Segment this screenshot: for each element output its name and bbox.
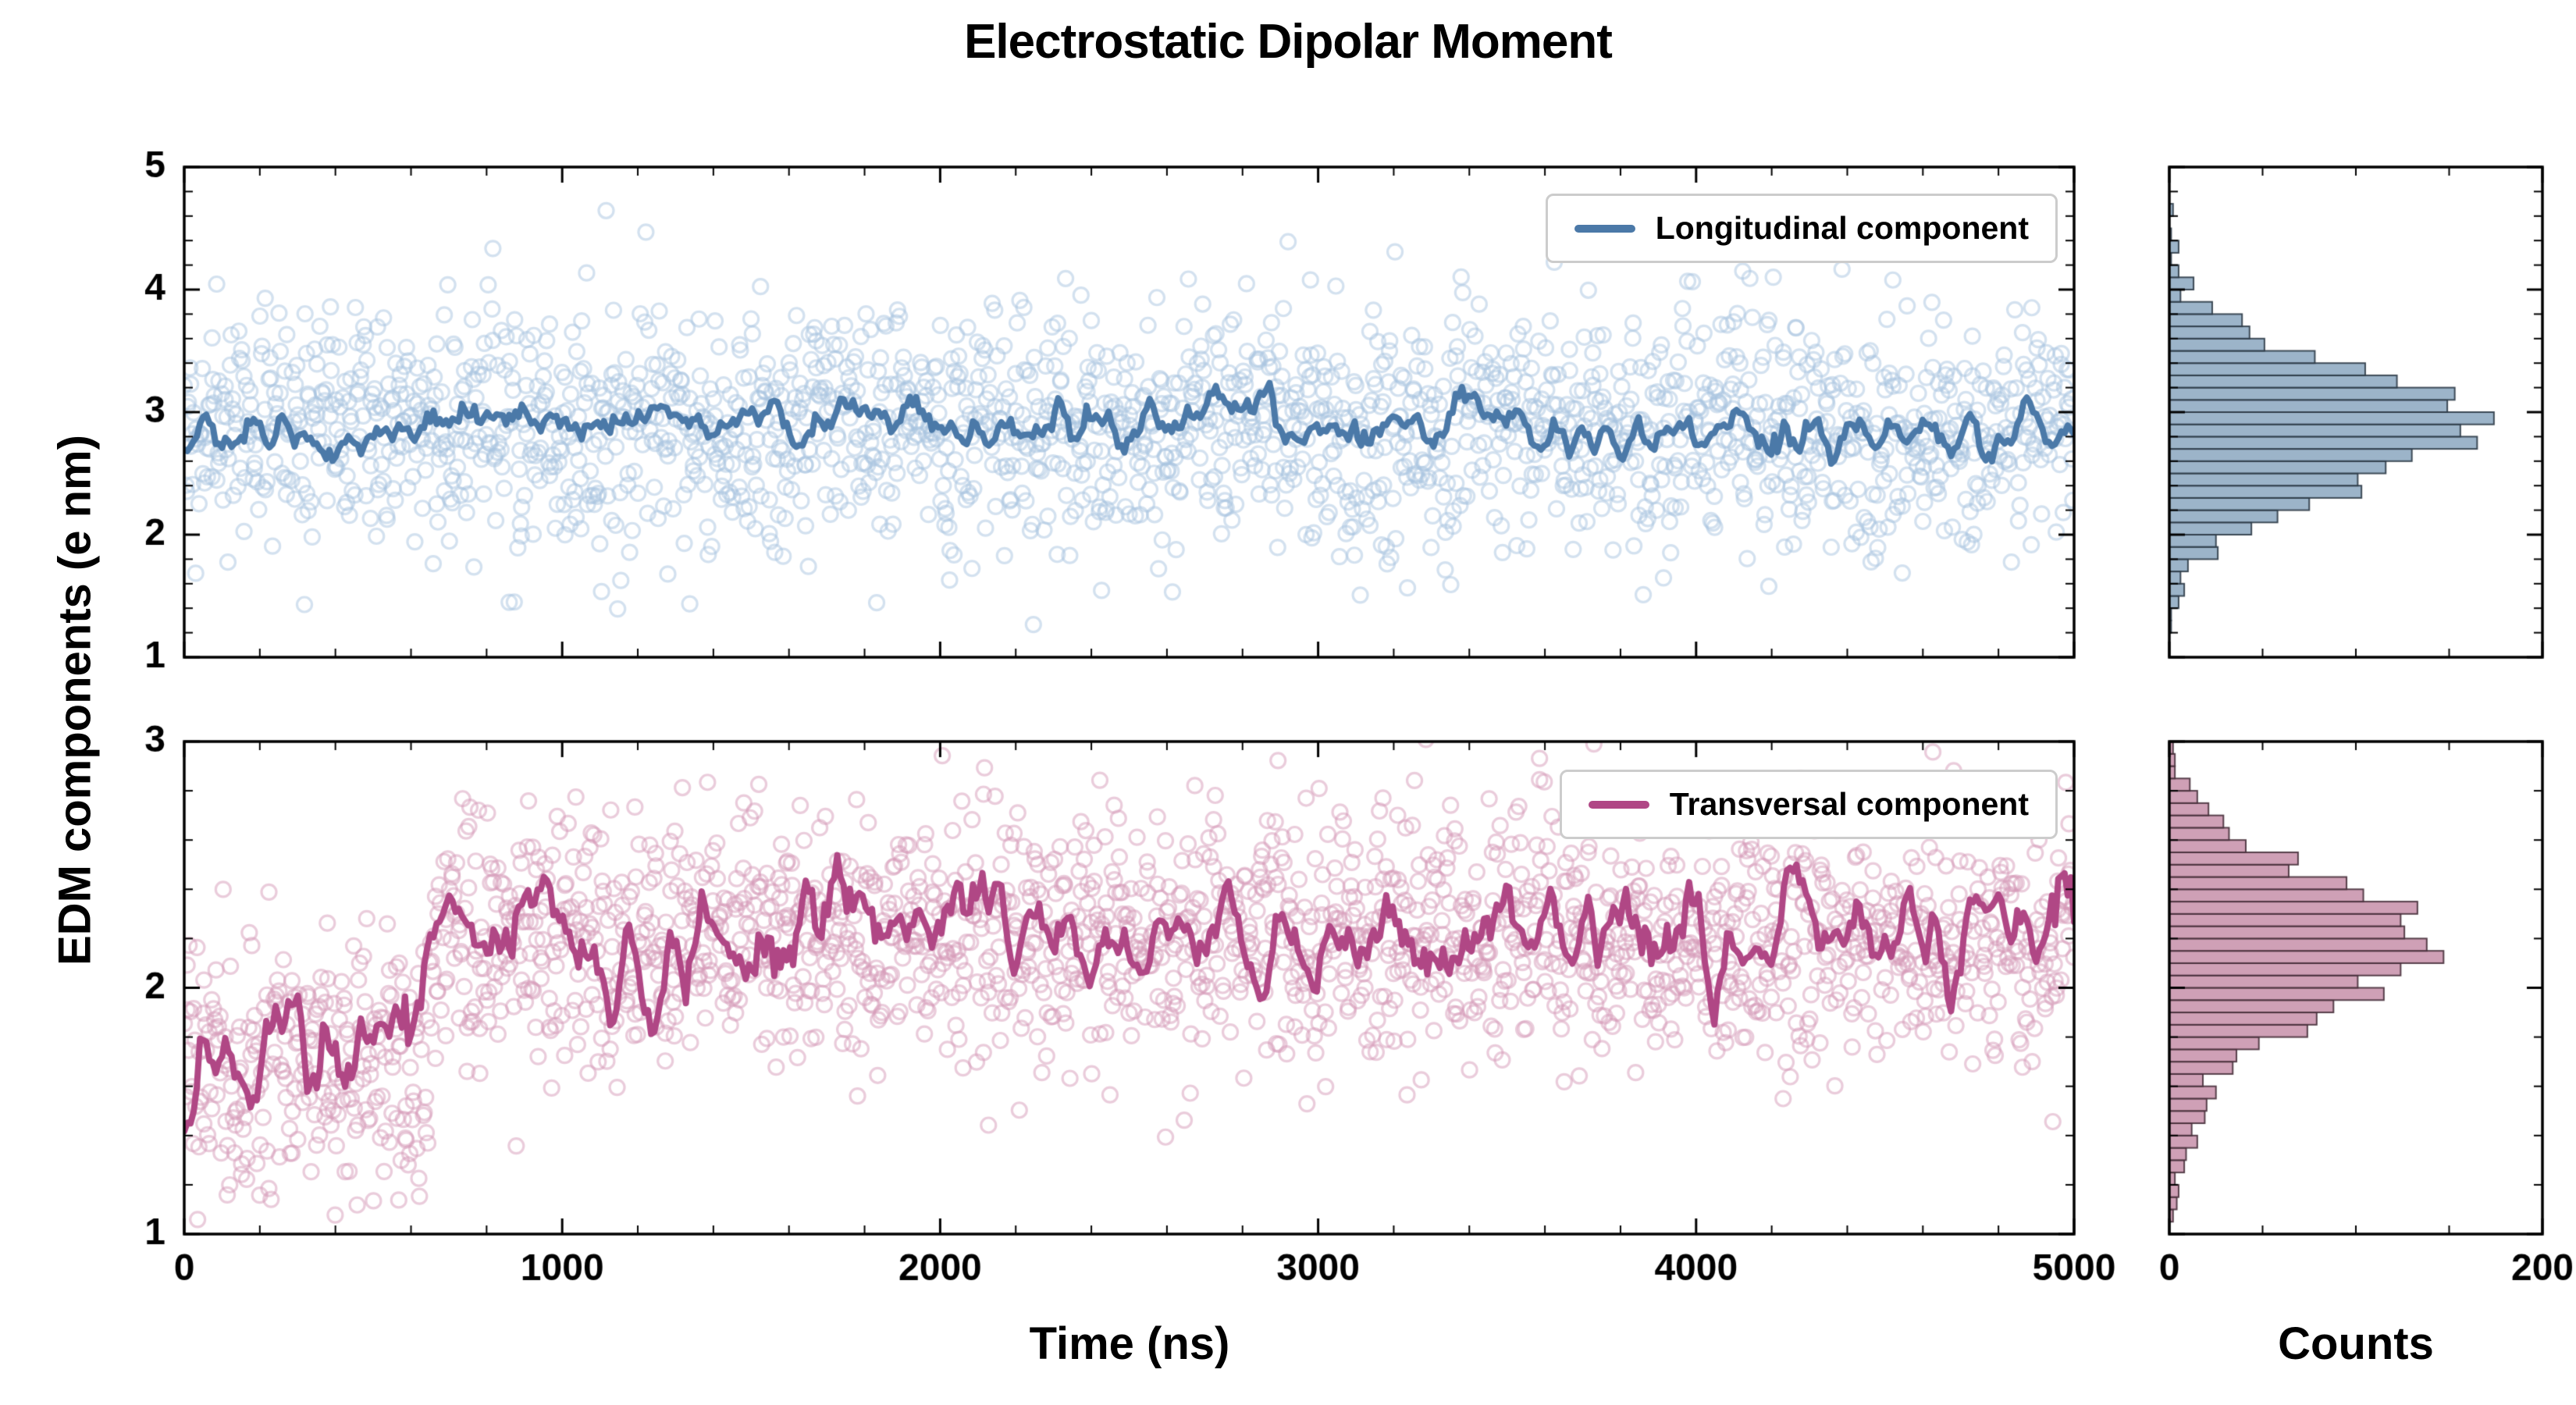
counts-axis-label: Counts [2278,1318,2434,1369]
legend-line-swatch-longitudinal [1574,224,1635,233]
legend-transversal: Transversal component [1559,770,2058,839]
y-axis-label: EDM components (e nm) [49,435,101,966]
legend-line-swatch-transversal [1588,800,1649,809]
legend-longitudinal: Longitudinal component [1545,194,2058,263]
legend-label-transversal: Transversal component [1669,786,2029,822]
x-axis-label: Time (ns) [1029,1318,1230,1369]
legend-label-longitudinal: Longitudinal component [1655,210,2029,246]
chart-title: Electrostatic Dipolar Moment [964,15,1613,69]
